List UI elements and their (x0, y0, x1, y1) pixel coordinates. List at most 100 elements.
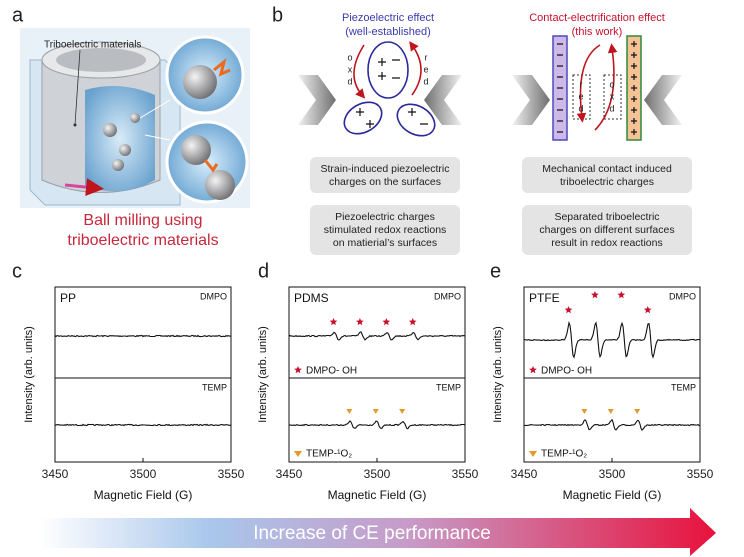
x-axis-label: Magnetic Field (G) (94, 488, 193, 502)
panel-label: c (12, 260, 22, 282)
ce-title: Contact-electrification effect (529, 12, 665, 24)
peak-marker (643, 306, 652, 314)
y-axis-label: Intensity (arb. units) (492, 326, 504, 423)
charge-signs (557, 41, 637, 135)
sample-name: PTFE (529, 291, 560, 305)
ball-mill-illustration: Triboelectric materials (20, 28, 250, 208)
redox-label: r e d o x d (578, 79, 614, 113)
sample-name: PP (60, 291, 76, 305)
plot-frame (54, 286, 232, 463)
sample-name: PDMS (294, 291, 329, 305)
probe-label: DMPO (434, 291, 461, 301)
ce-diagram (512, 35, 682, 141)
box-text: Mechanical contact induced (542, 163, 672, 175)
letter: e (578, 91, 583, 101)
x-tick-label: 3500 (364, 467, 391, 481)
oxd-label: o x d r e d (347, 52, 428, 86)
peak-marker (372, 409, 379, 414)
probe-label: DMPO (669, 291, 696, 301)
legend-text: TEMP-¹O₂ (306, 449, 352, 460)
panel-label: d (258, 260, 269, 282)
x-axis-label: Magnetic Field (G) (328, 488, 427, 502)
box-text: Separated triboelectric (554, 211, 659, 223)
x-tick-label: 3450 (42, 467, 69, 481)
box-text: result in redox reactions (551, 237, 662, 249)
text-box (522, 205, 692, 255)
text-box (522, 157, 692, 193)
footer-arrow (40, 508, 716, 556)
spectrum (288, 420, 466, 430)
peak-marker (591, 291, 599, 299)
box-text: Strain-induced piezoelectric (321, 163, 450, 175)
probe-label: DMPO (200, 291, 227, 301)
peak-marker (634, 409, 641, 414)
legend-marker (294, 366, 302, 374)
letter: r (425, 52, 428, 62)
caption: triboelectric materials (67, 232, 218, 249)
spectrum (54, 334, 232, 338)
box-text: charges on different surfaces (539, 224, 674, 236)
legend-marker (529, 366, 537, 374)
letter: d (423, 76, 428, 86)
caption: Ball milling using (83, 212, 202, 229)
spectrum (288, 331, 466, 341)
letter: d (609, 103, 614, 113)
letter: x (348, 64, 353, 74)
spectrum (54, 423, 232, 427)
peak-marker (564, 306, 573, 314)
letter: d (347, 76, 352, 86)
y-axis-label: Intensity (arb. units) (257, 326, 269, 423)
box-text: charges on the surfaces (329, 176, 441, 188)
box-text: triboelectric charges (560, 176, 654, 188)
panel-label: e (490, 260, 501, 282)
letter: o (347, 52, 352, 62)
x-tick-label: 3550 (687, 467, 714, 481)
x-tick-label: 3450 (276, 467, 303, 481)
x-tick-label: 3500 (130, 467, 157, 481)
probe-label: TEMP (202, 382, 227, 392)
peak-marker (382, 318, 391, 326)
x-axis-label: Magnetic Field (G) (563, 488, 662, 502)
peak-marker (399, 409, 406, 414)
text-box (310, 205, 460, 255)
peak-marker (617, 291, 626, 299)
piezo-title: Piezoelectric effect (342, 12, 434, 24)
box-text: Piezoelectric charges (335, 211, 435, 223)
peak-marker (581, 409, 588, 414)
legend-marker (529, 451, 537, 457)
peak-marker (356, 318, 364, 326)
y-axis-label: Intensity (arb. units) (23, 326, 35, 423)
x-tick-label: 3550 (452, 467, 479, 481)
probe-label: TEMP (436, 382, 461, 392)
legend-text: DMPO- OH (541, 366, 592, 377)
letter: o (609, 79, 614, 89)
panel-label: a (12, 4, 24, 26)
piezo-diagram (298, 41, 462, 137)
letter: x (610, 91, 615, 101)
spectrum (523, 418, 701, 431)
x-tick-label: 3450 (511, 467, 538, 481)
legend-text: DMPO- OH (306, 366, 357, 377)
spectrum (523, 320, 701, 359)
peak-marker (329, 318, 338, 326)
ce-subtitle: (this work) (572, 26, 623, 38)
callout: Triboelectric materials (44, 40, 141, 51)
letter: r (580, 79, 583, 89)
letter: d (578, 103, 583, 113)
box-text: stimulated redox reactions (324, 224, 447, 236)
letter: e (423, 64, 428, 74)
legend-marker (294, 451, 302, 457)
footer-text: Increase of CE performance (253, 523, 491, 544)
x-tick-label: 3550 (218, 467, 245, 481)
peak-marker (346, 409, 353, 414)
text-box (310, 157, 460, 193)
probe-label: TEMP (671, 382, 696, 392)
box-text: on matierial’s surfaces (333, 237, 437, 249)
piezo-subtitle: (well-established) (345, 26, 431, 38)
x-tick-label: 3500 (599, 467, 626, 481)
panel-label: b (272, 4, 283, 26)
legend-text: TEMP-¹O₂ (541, 449, 587, 460)
peak-marker (408, 318, 417, 326)
peak-marker (607, 409, 614, 414)
